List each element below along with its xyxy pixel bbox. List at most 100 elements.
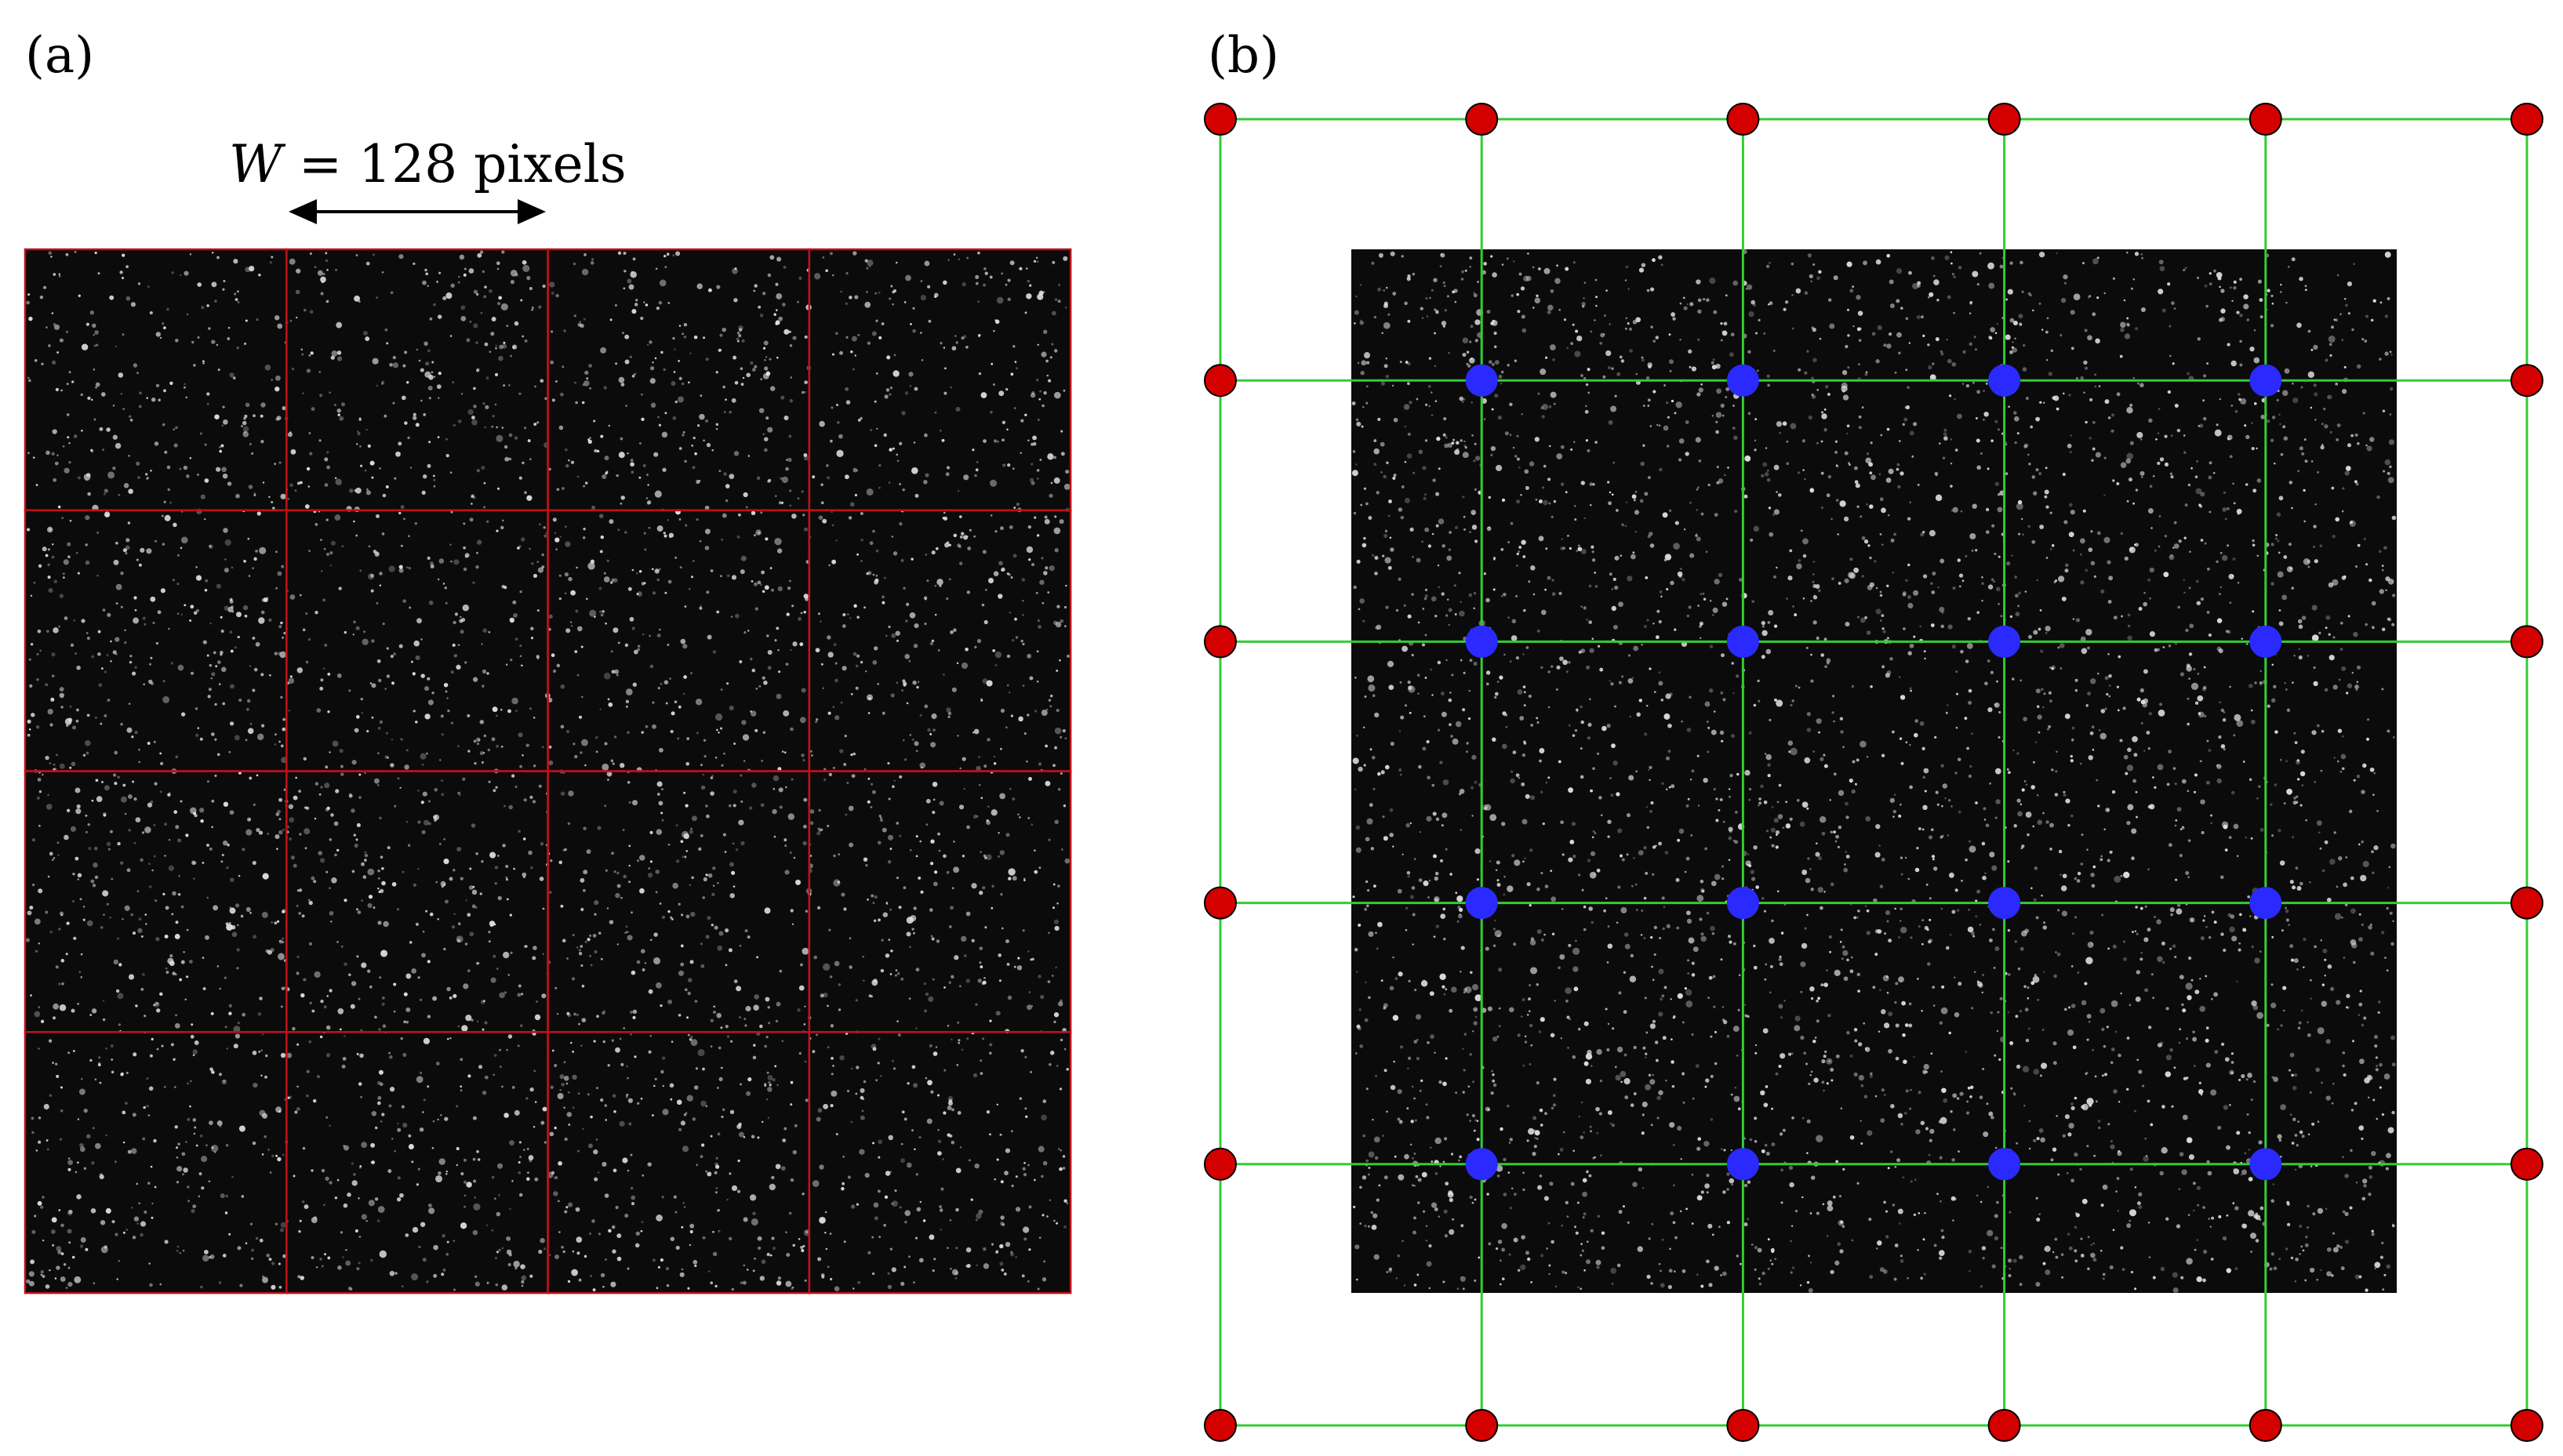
particle-dot xyxy=(648,1050,652,1054)
particle-dot xyxy=(274,743,277,746)
particle-dot xyxy=(744,929,748,933)
particle-dot xyxy=(536,609,540,612)
particle-dot xyxy=(242,848,245,851)
particle-dot xyxy=(423,819,430,826)
particle-dot xyxy=(1363,536,1366,540)
particle-dot xyxy=(82,918,85,921)
particle-dot xyxy=(1714,873,1721,880)
particle-dot xyxy=(683,1113,687,1117)
particle-dot xyxy=(1507,363,1510,367)
particle-dot xyxy=(282,937,285,940)
particle-dot xyxy=(263,597,268,603)
particle-dot xyxy=(1776,699,1783,707)
particle-dot xyxy=(56,454,59,457)
particle-dot xyxy=(219,1073,222,1077)
particle-dot xyxy=(781,1040,784,1043)
particle-dot xyxy=(378,1028,381,1031)
particle-dot xyxy=(1430,668,1433,671)
particle-dot xyxy=(1485,597,1490,603)
particle-dot xyxy=(476,743,479,746)
particle-dot xyxy=(129,418,133,422)
particle-dot xyxy=(1790,1052,1794,1055)
particle-dot xyxy=(348,973,351,977)
particle-dot xyxy=(62,572,65,576)
particle-dot xyxy=(831,559,837,565)
particle-dot xyxy=(348,793,353,798)
particle-dot xyxy=(917,681,920,683)
particle-dot xyxy=(2248,1149,2250,1151)
particle-dot xyxy=(436,384,442,389)
particle-dot xyxy=(216,1120,223,1127)
particle-dot xyxy=(1038,1146,1045,1153)
particle-dot xyxy=(459,793,461,797)
particle-dot xyxy=(998,390,1005,397)
particle-dot xyxy=(678,376,682,380)
particle-dot xyxy=(1005,726,1008,729)
particle-dot xyxy=(137,928,143,934)
particle-dot xyxy=(495,744,500,748)
particle-dot xyxy=(388,1051,391,1055)
particle-dot xyxy=(670,1236,675,1241)
particle-dot xyxy=(1059,519,1064,525)
particle-dot xyxy=(660,1069,664,1074)
particle-dot xyxy=(2093,575,2096,578)
particle-dot xyxy=(224,539,231,546)
particle-dot xyxy=(667,999,673,1004)
particle-dot xyxy=(92,323,96,328)
particle-dots-b xyxy=(1351,249,2397,1294)
particle-dot xyxy=(495,347,497,350)
particle-dot xyxy=(874,444,878,448)
particle-dot xyxy=(999,1244,1004,1249)
particle-dot xyxy=(176,554,180,557)
particle-dot xyxy=(913,906,917,910)
particle-dot xyxy=(932,881,938,887)
particle-dot xyxy=(976,1264,978,1267)
particle-dot xyxy=(896,639,900,642)
particle-dot xyxy=(529,458,532,461)
particle-dot xyxy=(60,1276,66,1282)
particle-dot xyxy=(703,439,705,442)
particle-dot xyxy=(963,474,969,481)
particle-dot xyxy=(314,523,318,526)
particle-dot xyxy=(1857,310,1863,316)
particle-dot xyxy=(600,347,607,354)
particle-dot xyxy=(457,644,460,647)
particle-dot xyxy=(630,1153,633,1156)
particle-dot xyxy=(965,911,971,917)
particle-dot xyxy=(962,282,966,287)
particle-dot xyxy=(105,1207,111,1214)
particle-dot xyxy=(649,378,656,384)
particle-dot xyxy=(1035,591,1038,594)
particle-dot xyxy=(680,638,686,644)
particle-dot xyxy=(453,423,456,427)
particle-dot xyxy=(1546,1247,1548,1250)
particle-dot xyxy=(2074,1212,2078,1215)
particle-dot xyxy=(115,541,118,545)
particle-dot xyxy=(757,580,762,585)
particle-dot xyxy=(653,957,661,965)
particle-dot xyxy=(825,1247,828,1251)
particle-dot xyxy=(725,398,727,401)
particle-dot xyxy=(513,612,518,618)
particle-dot xyxy=(560,791,565,796)
particle-dot xyxy=(1658,671,1661,674)
particle-dot xyxy=(707,916,711,920)
particle-dot xyxy=(721,1066,723,1069)
particle-dot xyxy=(931,550,936,555)
particle-dot xyxy=(570,1041,573,1044)
particle-dot xyxy=(393,652,396,655)
particle-dot xyxy=(69,705,72,708)
particle-dot xyxy=(736,535,740,539)
particle-dot xyxy=(670,1098,673,1101)
particle-dot xyxy=(82,753,86,757)
particle-dot xyxy=(636,960,641,964)
particle-dot xyxy=(498,296,503,300)
particle-dot xyxy=(769,255,775,260)
particle-dot xyxy=(685,524,688,527)
particle-dot xyxy=(26,1279,31,1284)
particle-dot xyxy=(574,650,578,653)
particle-dot xyxy=(469,931,474,937)
particle-dot xyxy=(164,1240,169,1244)
particle-dot xyxy=(930,839,935,844)
particle-dot xyxy=(383,920,389,928)
